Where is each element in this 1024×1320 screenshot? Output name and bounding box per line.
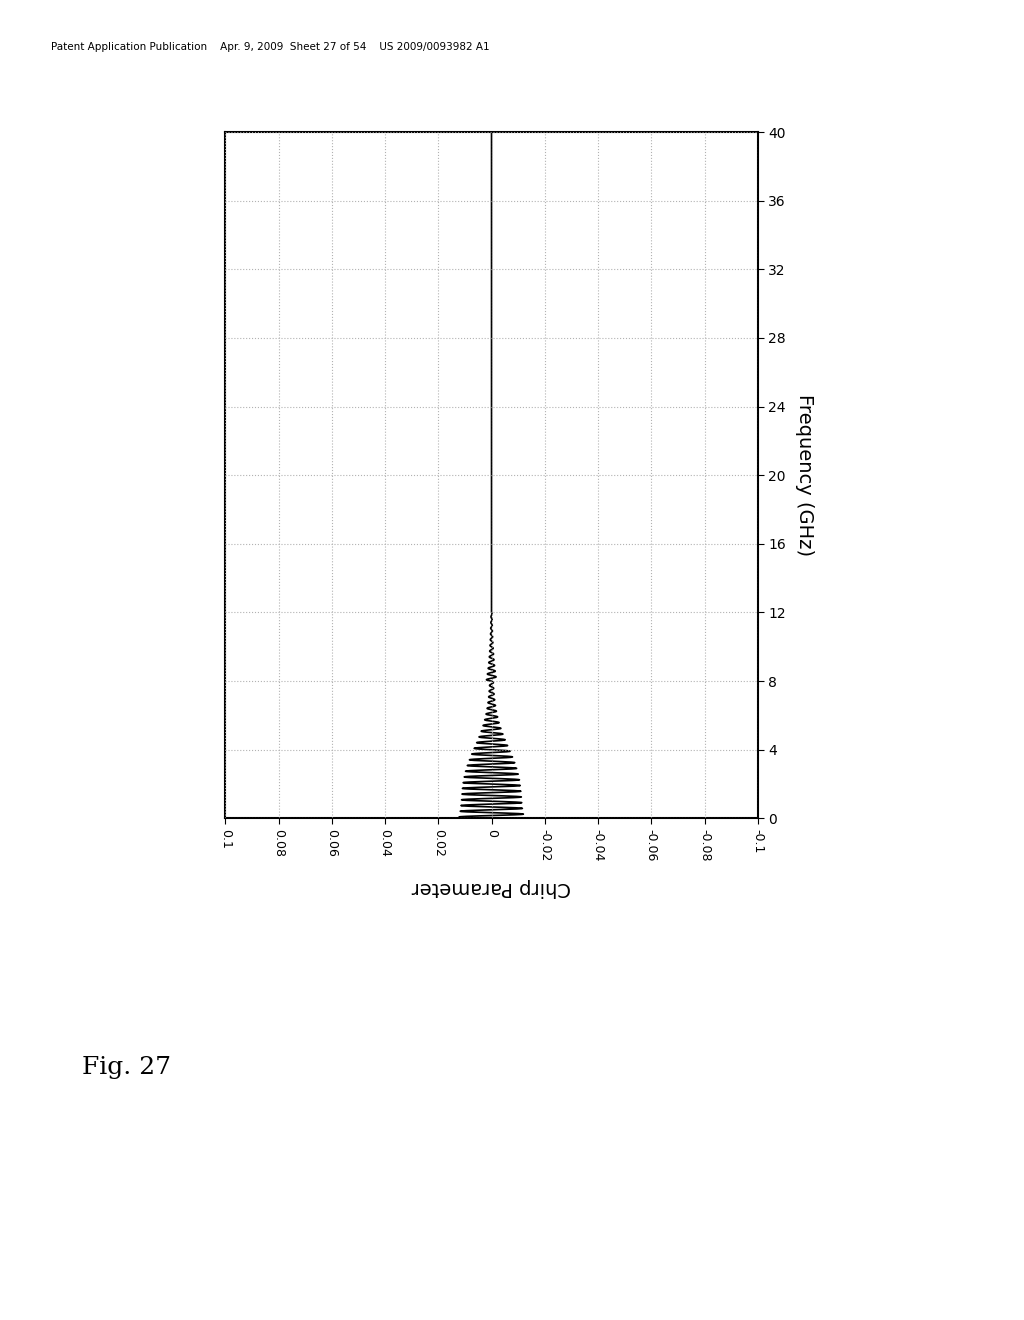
Text: Patent Application Publication    Apr. 9, 2009  Sheet 27 of 54    US 2009/009398: Patent Application Publication Apr. 9, 2…: [51, 42, 489, 53]
X-axis label: Chirp Parameter: Chirp Parameter: [412, 878, 571, 898]
Text: Fig. 27: Fig. 27: [82, 1056, 171, 1078]
Y-axis label: Frequency (GHz): Frequency (GHz): [795, 395, 814, 556]
